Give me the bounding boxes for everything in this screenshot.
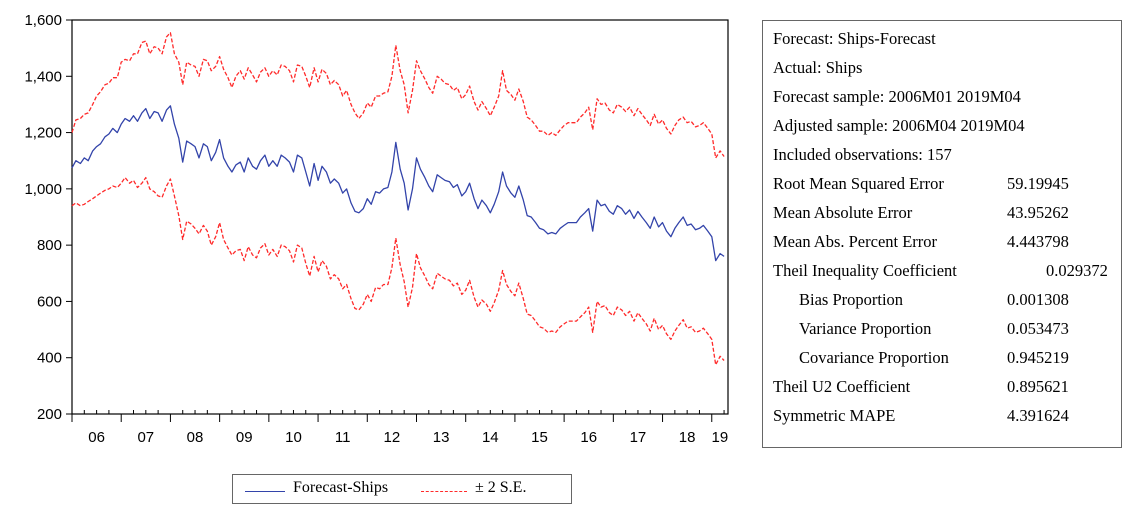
stat-rmse-value: 59.19945 — [1007, 174, 1069, 193]
stat-theil-u2-value: 0.895621 — [1007, 377, 1069, 396]
stat-mape-value: 4.443798 — [1007, 232, 1069, 251]
x-tick-label: 08 — [187, 429, 204, 446]
stat-theil-value: 0.029372 — [1046, 261, 1108, 280]
x-tick-label: 12 — [384, 429, 401, 446]
x-tick-label: 18 — [679, 429, 696, 446]
stat-mae-label: Mean Absolute Error — [773, 203, 913, 222]
upper-se-band-line — [71, 32, 725, 159]
stat-theil-label: Theil Inequality Coefficient — [773, 261, 957, 280]
y-axis: 200 400 600 800 1,000 1,200 1,400 1,600 — [24, 12, 72, 423]
stat-included-observations: Included observations: 157 — [773, 145, 952, 164]
x-tick-label: 11 — [335, 429, 351, 446]
x-tick-label: 13 — [433, 429, 450, 446]
x-tick-label: 14 — [482, 429, 499, 446]
x-tick-label: 07 — [137, 429, 154, 446]
stat-mape-label: Mean Abs. Percent Error — [773, 232, 938, 251]
y-tick-label: 400 — [37, 350, 62, 367]
x-tick-label: 10 — [285, 429, 302, 446]
chart-legend: Forecast-Ships ± 2 S.E. — [232, 474, 572, 504]
stat-bias-label: Bias Proportion — [799, 290, 904, 309]
series-lines — [71, 32, 725, 366]
stat-rmse-label: Root Mean Squared Error — [773, 174, 944, 193]
y-tick-label: 1,600 — [24, 12, 62, 29]
legend-forecast-label: Forecast-Ships — [293, 479, 389, 496]
stat-adjusted-sample: Adjusted sample: 2006M04 2019M04 — [773, 116, 1025, 135]
stat-smape-label: Symmetric MAPE — [773, 406, 896, 425]
stat-forecast-label: Forecast: Ships-Forecast — [773, 29, 936, 48]
y-tick-label: 1,200 — [24, 125, 62, 142]
x-axis: 06 07 08 09 10 11 12 13 14 15 16 17 18 19 — [71, 410, 729, 446]
x-tick-label: 09 — [236, 429, 253, 446]
lower-se-band-line — [71, 176, 725, 366]
stat-actual-label: Actual: Ships — [773, 58, 863, 77]
legend-se-label: ± 2 S.E. — [475, 479, 527, 496]
x-tick-label: 16 — [580, 429, 597, 446]
stat-covariance-label: Covariance Proportion — [799, 348, 949, 367]
x-tick-label: 06 — [88, 429, 105, 446]
y-tick-label: 1,000 — [24, 181, 62, 198]
x-tick-label: 15 — [531, 429, 548, 446]
stat-variance-label: Variance Proportion — [799, 319, 932, 338]
forecast-statistics-panel: Forecast: Ships-Forecast Actual: Ships F… — [762, 20, 1122, 448]
y-tick-label: 1,400 — [24, 68, 62, 85]
y-tick-label: 200 — [37, 406, 62, 423]
stat-mae-value: 43.95262 — [1007, 203, 1069, 222]
plot-frame — [71, 19, 729, 415]
stat-variance-value: 0.053473 — [1007, 319, 1069, 338]
legend-forecast-swatch — [245, 491, 285, 492]
x-tick-label: 19 — [712, 429, 729, 446]
stat-bias-value: 0.001308 — [1007, 290, 1069, 309]
x-tick-label: 17 — [630, 429, 647, 446]
stat-theil-u2-label: Theil U2 Coefficient — [773, 377, 911, 396]
y-tick-label: 800 — [37, 237, 62, 254]
legend-se-swatch — [421, 491, 467, 492]
stat-forecast-sample: Forecast sample: 2006M01 2019M04 — [773, 87, 1021, 106]
stat-covariance-value: 0.945219 — [1007, 348, 1069, 367]
y-tick-label: 600 — [37, 293, 62, 310]
forecast-ships-line — [71, 105, 725, 262]
stat-smape-value: 4.391624 — [1007, 406, 1069, 425]
